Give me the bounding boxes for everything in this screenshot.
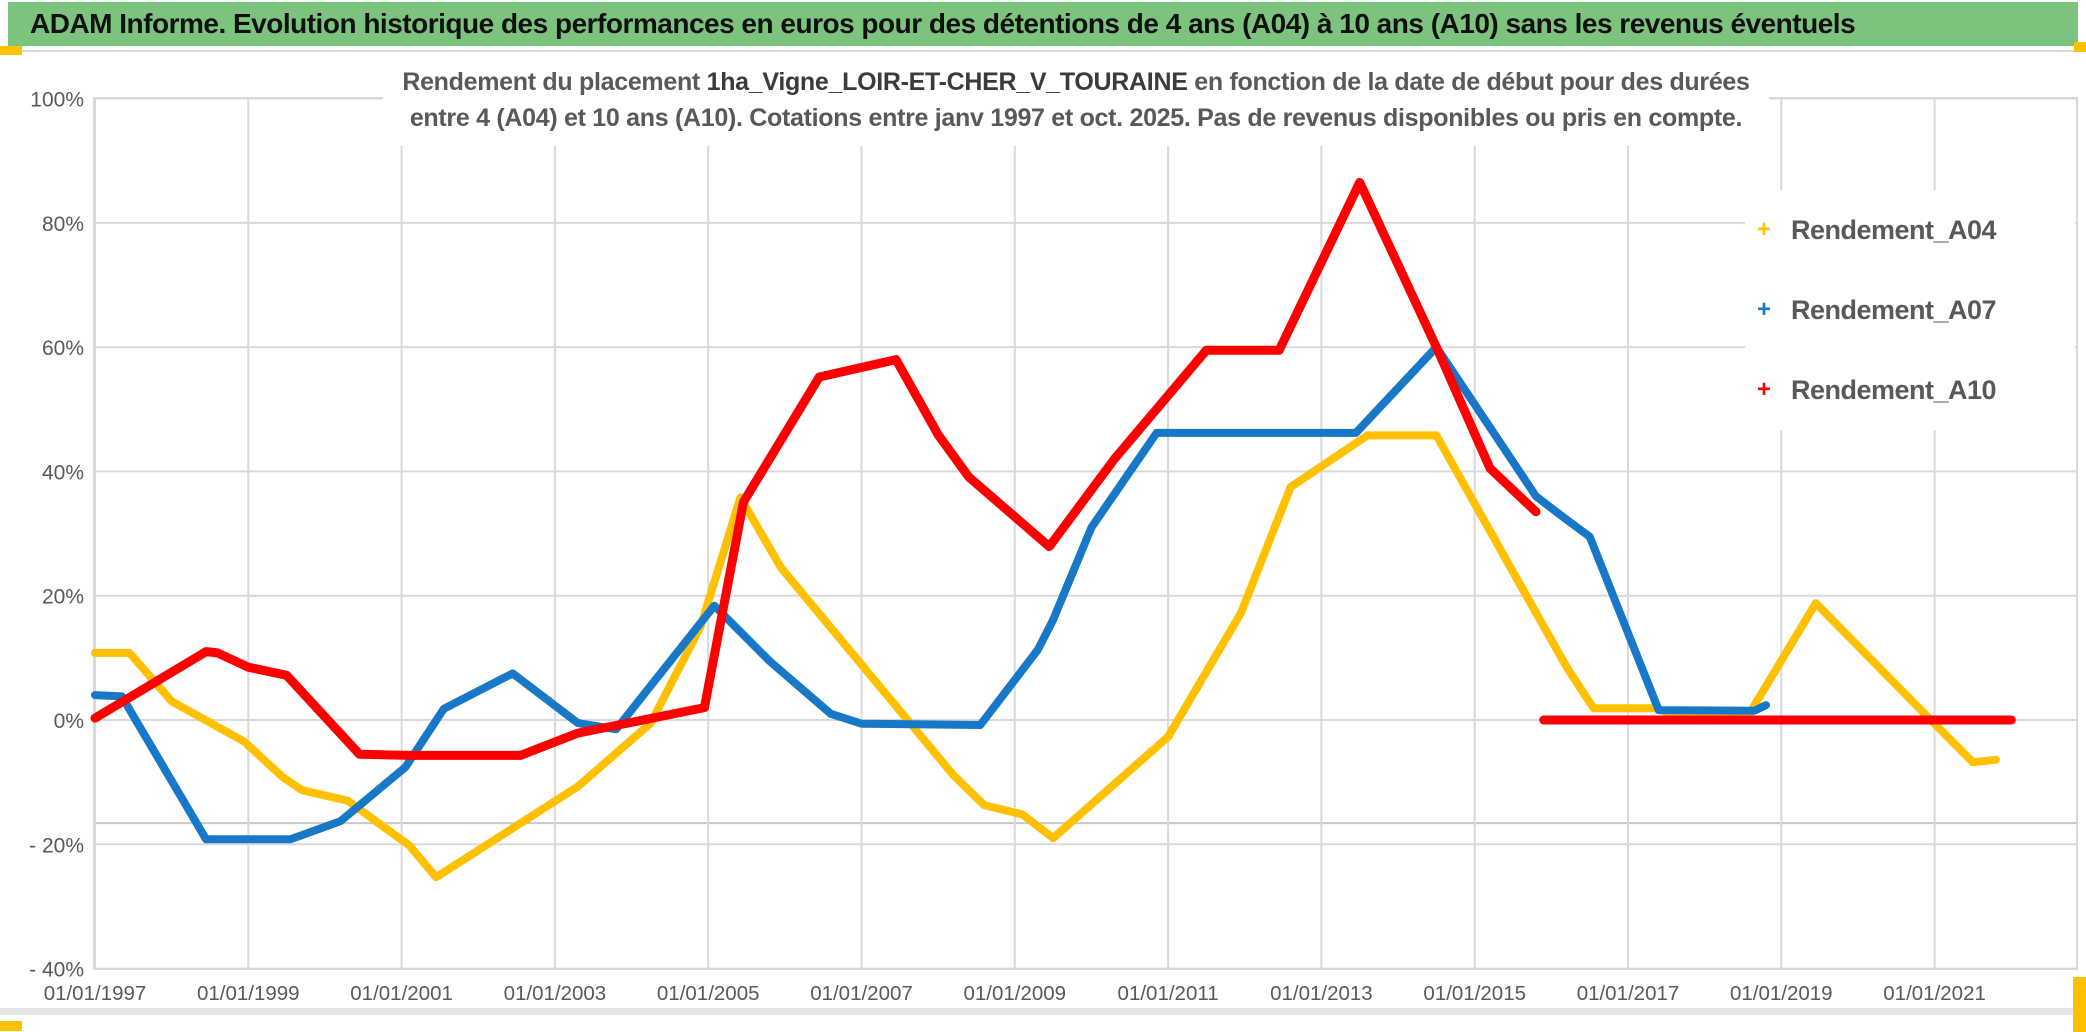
bottom-divider [0, 1008, 2086, 1015]
legend-plus-marker-icon: + [1757, 296, 1772, 323]
gold-accent-scrollbar-right[interactable] [2073, 977, 2086, 1032]
x-axis-tick-label: 01/01/2005 [657, 982, 760, 1005]
legend-plus-marker-icon: + [1757, 376, 1772, 403]
y-axis-tick-label: - 20% [29, 834, 84, 857]
legend-item-Rendement_A07[interactable]: + Rendement_A07 [1745, 270, 2075, 350]
x-axis-tick-label: 01/01/2001 [350, 982, 453, 1005]
legend-plus-marker-icon: + [1757, 216, 1772, 243]
x-axis-tick-label: 01/01/2009 [963, 982, 1066, 1005]
legend-label: Rendement_A04 [1791, 214, 1997, 245]
x-axis-tick-label: 01/01/1997 [44, 982, 147, 1005]
x-axis-tick-label: 01/01/2011 [1118, 982, 1219, 1005]
x-axis-tick-label: 01/01/2003 [504, 982, 607, 1005]
legend-label: Rendement_A07 [1791, 294, 1997, 325]
legend-label: Rendement_A10 [1791, 374, 1997, 405]
legend-item-Rendement_A10[interactable]: + Rendement_A10 [1745, 350, 2075, 430]
y-axis-tick-label: 40% [42, 461, 84, 484]
x-axis-tick-label: 01/01/2019 [1730, 982, 1833, 1005]
chart-title-line2: entre 4 (A04) et 10 ans (A10). Cotations… [410, 104, 1742, 132]
legend-item-Rendement_A04[interactable]: + Rendement_A04 [1745, 190, 2075, 270]
series-line-Rendement_A10 [90, 177, 1541, 760]
x-axis-tick-label: 01/01/2017 [1577, 982, 1680, 1005]
y-axis-tick-label: 20% [42, 586, 84, 609]
x-axis-tick-label: 01/01/2021 [1883, 982, 1986, 1005]
chart-legend[interactable]: + Rendement_A04 + Rendement_A07 + Rendement_A… [1745, 190, 2075, 430]
gold-accent-top-right [2074, 42, 2086, 52]
y-axis-tick-label: 60% [42, 337, 84, 360]
chart-title-background [383, 56, 1769, 146]
chart-title-line1: Rendement du placement 1ha_Vigne_LOIR-ET… [402, 68, 1749, 96]
series-line-Rendement_A07 [91, 343, 1770, 844]
titlebar-divider [0, 50, 2086, 52]
y-axis-tick-label: 80% [42, 213, 84, 236]
x-axis-tick-label: 01/01/2015 [1423, 982, 1526, 1005]
window-title: ADAM Informe. Evolution historique des p… [30, 8, 1856, 39]
y-axis-tick-label: 100% [30, 89, 84, 112]
gold-accent-top-left [0, 46, 22, 55]
window-title-bar: ADAM Informe. Evolution historique des p… [8, 2, 2078, 46]
y-axis-tick-label: 0% [54, 710, 84, 733]
x-axis-tick-label: 01/01/1999 [197, 982, 300, 1005]
x-axis-tick-label: 01/01/2007 [810, 982, 913, 1005]
gold-accent-bottom-left [0, 1021, 22, 1031]
y-axis-tick-label: - 40% [29, 959, 84, 982]
x-axis-tick-label: 01/01/2013 [1270, 982, 1373, 1005]
